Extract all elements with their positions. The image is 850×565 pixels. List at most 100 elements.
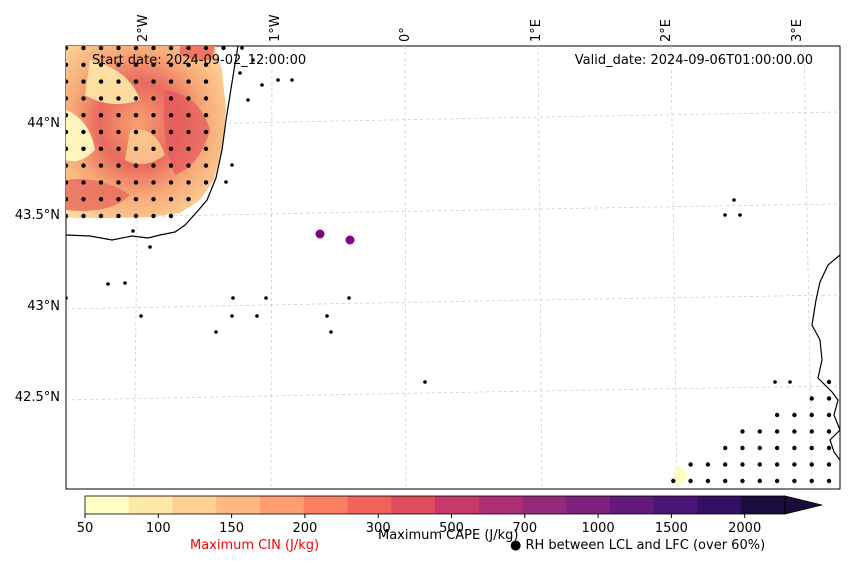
rh-dot xyxy=(151,96,156,101)
rh-dot xyxy=(66,79,69,84)
lat-label: 44°N xyxy=(27,116,60,131)
rh-dot xyxy=(347,296,351,300)
rh-dot xyxy=(133,113,139,118)
colorbar-tick-label: 300 xyxy=(366,521,391,536)
rh-dot xyxy=(723,478,728,484)
latitude-labels: 44°N 43.5°N 43°N 42.5°N xyxy=(15,116,60,405)
rh-dot xyxy=(168,96,174,101)
rh-dot xyxy=(133,96,139,101)
cape-points xyxy=(315,229,355,245)
rh-dot xyxy=(98,113,104,118)
rh-dot xyxy=(792,429,797,434)
lon-label: 1°W xyxy=(268,14,283,42)
rh-dot-markers xyxy=(66,46,832,484)
rh-dot xyxy=(168,213,174,219)
rh-dot xyxy=(151,113,156,118)
colorbar-cell xyxy=(653,496,698,514)
rh-dot xyxy=(224,180,228,184)
rh-dot xyxy=(738,213,742,217)
rh-dot xyxy=(186,79,191,84)
rh-dot xyxy=(98,46,104,51)
rh-dot xyxy=(186,129,191,135)
colorbar: 50 100 150 200 300 500 700 1000 1500 2000 xyxy=(77,495,823,536)
rh-dot xyxy=(116,96,121,101)
rh-dot xyxy=(809,396,814,401)
rh-dot xyxy=(168,146,174,151)
rh-dot xyxy=(98,213,104,219)
rh-dot xyxy=(98,180,104,185)
colorbar-extend-arrow xyxy=(784,495,823,515)
rh-dot xyxy=(133,62,139,67)
rh-dot xyxy=(826,478,832,484)
rh-dot xyxy=(740,429,745,434)
colorbar-tick-label: 700 xyxy=(512,521,537,536)
rh-dot xyxy=(151,213,156,219)
rh-dot xyxy=(98,96,104,101)
rh-dot xyxy=(66,213,69,219)
lon-label: 1°E xyxy=(529,19,544,42)
rh-dot xyxy=(66,146,69,151)
rh-dot xyxy=(260,83,264,87)
colorbar-cell xyxy=(610,496,655,514)
colorbar-cell xyxy=(128,496,173,514)
rh-dot xyxy=(276,78,280,82)
rh-dot xyxy=(116,62,121,67)
rh-dot xyxy=(186,163,191,168)
rh-dot xyxy=(168,79,174,84)
rh-dot xyxy=(826,462,832,467)
rh-dot xyxy=(723,462,728,467)
rh-dot xyxy=(98,62,104,67)
rh-dot xyxy=(186,146,191,151)
rh-dot xyxy=(151,197,156,202)
rh-dot xyxy=(66,113,69,118)
rh-dot xyxy=(809,445,814,451)
rh-dot xyxy=(290,78,294,82)
colorbar-cell xyxy=(303,496,348,514)
start-date-label: Start date: 2024-09-02_12:00:00 xyxy=(92,53,306,68)
rh-dot xyxy=(203,46,209,51)
rh-dot xyxy=(826,445,832,451)
coastlines xyxy=(66,46,840,461)
rh-dot xyxy=(203,62,209,67)
lat-label: 42.5°N xyxy=(15,390,60,405)
rh-dot xyxy=(788,380,792,384)
rh-dot xyxy=(116,129,121,135)
valid-date-label: Valid_date: 2024-09-06T01:00:00.00 xyxy=(575,53,813,68)
rh-dot xyxy=(116,213,121,219)
rh-dot xyxy=(186,62,191,67)
rh-dot xyxy=(774,429,780,434)
lat-label: 43.5°N xyxy=(15,208,60,223)
rh-dot xyxy=(203,180,209,185)
rh-dot xyxy=(66,197,69,202)
cape-point xyxy=(345,235,355,245)
rh-dot xyxy=(133,79,139,84)
colorbar-cell xyxy=(260,496,305,514)
rh-dot xyxy=(98,129,104,135)
rh-dot xyxy=(826,396,832,401)
rh-dot xyxy=(98,79,104,84)
rh-dot xyxy=(81,197,86,202)
rh-dot xyxy=(757,429,762,434)
rh-dot xyxy=(133,197,139,202)
rh-dot xyxy=(186,113,191,118)
rh-dot xyxy=(740,462,745,467)
rh-dot xyxy=(66,180,69,185)
rh-dot xyxy=(186,180,191,185)
longitude-labels: 2°W 1°W 0° 1°E 2°E 3°E xyxy=(136,14,805,42)
colorbar-cell xyxy=(435,496,480,514)
colorbar-tick-label: 1500 xyxy=(655,521,688,536)
rh-dot xyxy=(133,146,139,151)
colorbar-tick-label: 100 xyxy=(146,521,171,536)
lat-label: 43°N xyxy=(27,299,60,314)
rh-dot xyxy=(203,79,209,84)
colorbar-cell xyxy=(347,496,392,514)
colorbar-cell xyxy=(522,496,567,514)
rh-dot xyxy=(116,46,121,51)
colorbar-tick-label: 500 xyxy=(439,521,464,536)
rh-dot xyxy=(81,46,86,51)
cin-blob-se xyxy=(673,467,687,485)
rh-dot xyxy=(168,113,174,118)
rh-dot xyxy=(238,71,242,75)
rh-dot xyxy=(792,462,797,467)
